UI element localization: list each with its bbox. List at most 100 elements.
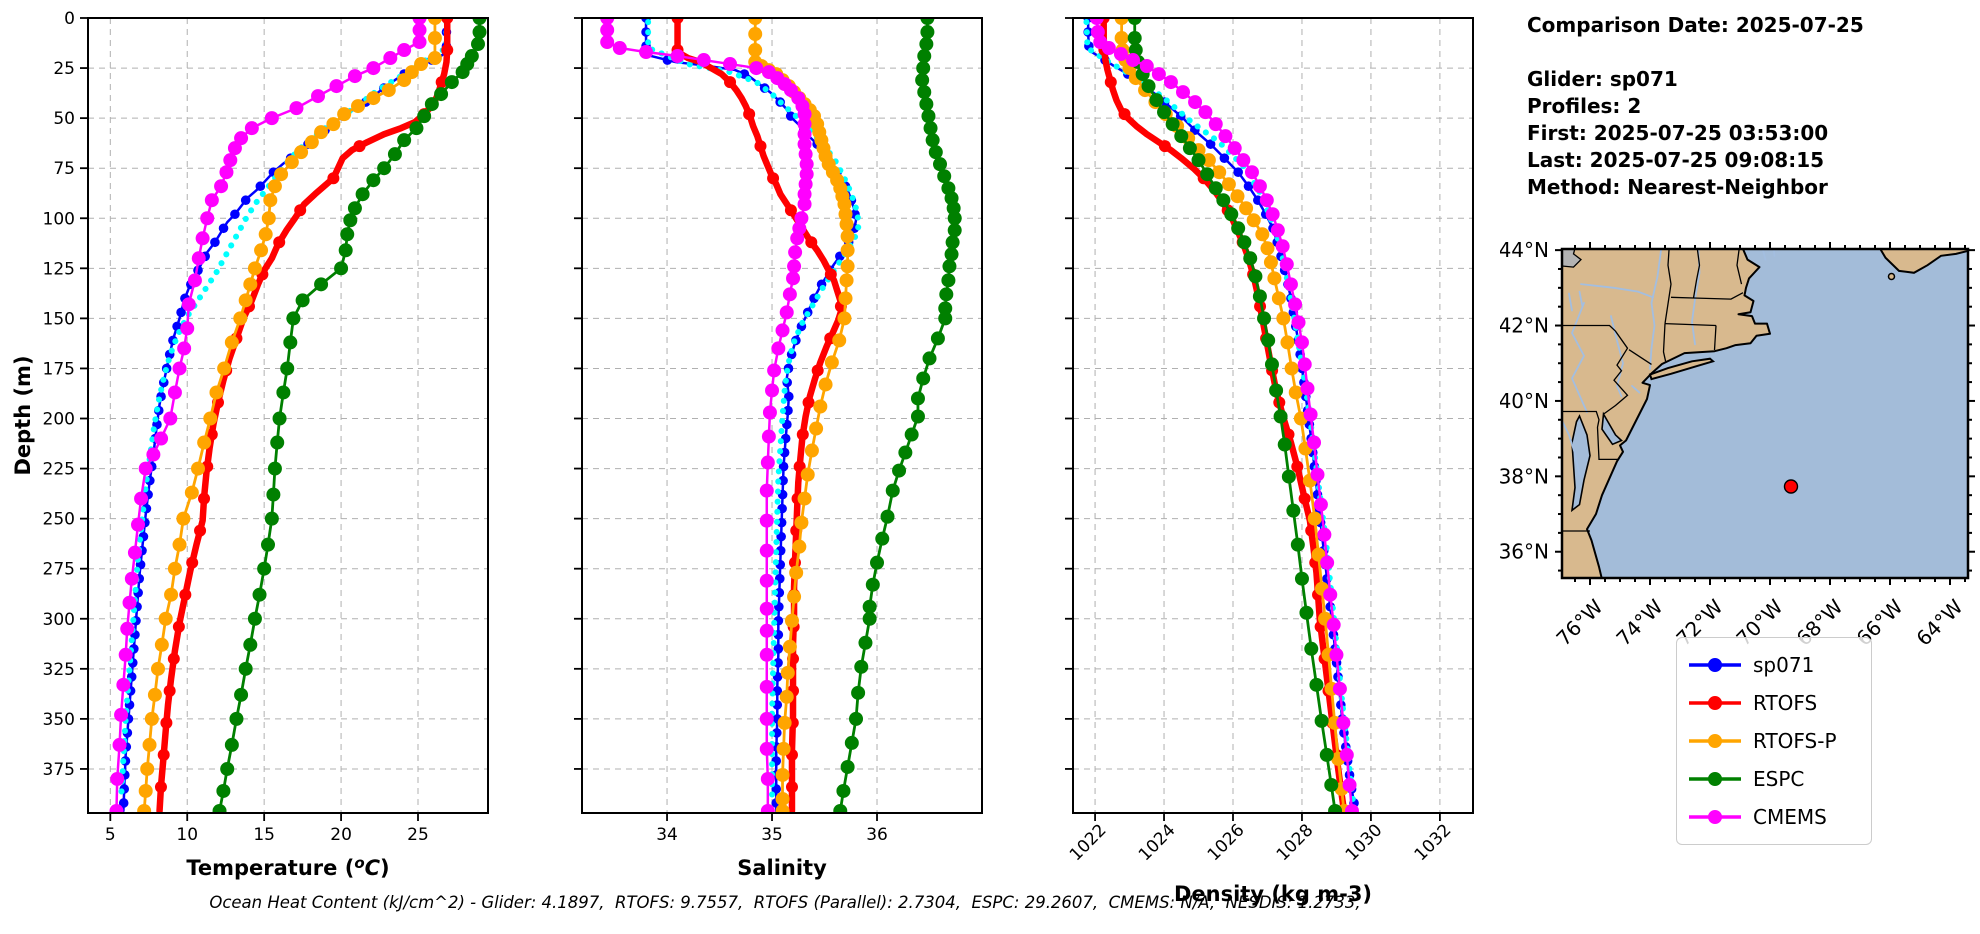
legend-line-icon (1689, 772, 1741, 786)
legend-item-rtofs-p: RTOFS-P (1687, 722, 1861, 760)
comparison-info-block: Comparison Date: 2025-07-25 Glider: sp07… (1527, 12, 1977, 201)
series-layer (109, 18, 487, 813)
legend-line-icon (1689, 696, 1741, 710)
nova-scotia (1879, 249, 1968, 274)
chesapeake-bay (1570, 414, 1591, 513)
depth-tick-label: 300 (43, 610, 75, 630)
depth-tick-label: 250 (43, 510, 75, 530)
gridlines (1073, 18, 1473, 813)
lat-label: 38°N (1500, 464, 1549, 488)
depth-tick-label: 200 (43, 410, 75, 430)
depth-tick-label: 175 (43, 359, 75, 379)
y-axis-ticks: 0 25 50 75 100 125 150 175 200 225 250 275 300 325 350… (43, 9, 88, 780)
method: Method: Nearest-Neighbor (1527, 175, 1828, 199)
plot-frame (1072, 17, 1474, 814)
rivers (1562, 249, 1776, 476)
series-sp071 (641, 18, 860, 813)
depth-tick-label: 375 (43, 760, 75, 780)
legend-line-icon (1689, 810, 1741, 824)
legend: sp071 RTOFS RTOFS-P ESPC CMEMS (1676, 637, 1872, 845)
salinity-profile-plot: 34 35 36 Salinity (574, 17, 983, 880)
map-ticks (1555, 242, 1975, 585)
series-ESPC (833, 18, 962, 813)
depth-tick-label: 275 (43, 560, 75, 580)
x-tick-label: 1028 (1273, 820, 1318, 865)
island (1887, 272, 1896, 281)
last-profile-time: Last: 2025-07-25 09:08:15 (1527, 148, 1825, 172)
x-axis-ticks: 34 35 36 (656, 813, 888, 845)
legend-line-icon (1689, 734, 1741, 748)
glider-id: Glider: sp071 (1527, 67, 1678, 91)
x-tick-label: 10 (176, 825, 198, 845)
x-tick-label: 25 (407, 825, 429, 845)
x-tick-label: 1032 (1411, 820, 1456, 865)
lon-label: 74°W (1611, 594, 1667, 650)
y-axis-ticks (1065, 17, 1073, 770)
lat-label: 44°N (1500, 238, 1549, 262)
series-RTOFS (154, 18, 454, 813)
lon-label: 64°W (1911, 594, 1967, 650)
series-ESPC (212, 18, 487, 813)
legend-item-espc: ESPC (1687, 760, 1861, 798)
map-lat-labels: 44°N 42°N 40°N 38°N 36°N (1500, 238, 1549, 564)
x-tick-label: 1030 (1342, 820, 1387, 865)
plot-frame (87, 17, 489, 814)
depth-tick-label: 225 (43, 460, 75, 480)
depth-tick-label: 0 (64, 9, 75, 29)
temperature-profile-plot: 5 10 15 20 250255075100125150175200225250275… (11, 9, 489, 880)
lat-label: 40°N (1500, 389, 1549, 413)
gridlines (88, 18, 488, 813)
density-profile-plot: 1022 1024 1026 1028 1030 1032 Density (kg m-3) (1065, 17, 1474, 906)
first-profile-time: First: 2025-07-25 03:53:00 (1527, 121, 1829, 145)
x-tick-label: 15 (253, 825, 275, 845)
depth-tick-label: 50 (53, 109, 75, 129)
lat-label: 36°N (1500, 540, 1549, 564)
x-tick-label: 35 (761, 825, 783, 845)
legend-item-sp071: sp071 (1687, 646, 1861, 684)
series-layer (600, 18, 962, 813)
depth-tick-label: 325 (43, 660, 75, 680)
depth-axis-label: Depth (m) (11, 355, 35, 475)
series-ESPC (1127, 18, 1343, 813)
location-map: 44°N42°N40°N38°N36°N76°W 74°W 72°W 70°W 68°W… (1500, 238, 1975, 651)
depth-tick-label: 125 (43, 259, 75, 279)
state-borders (1562, 249, 1744, 532)
delaware-bay (1601, 411, 1623, 446)
density-axis-label: Density (kg m-3) (1174, 882, 1372, 906)
long-island (1648, 357, 1716, 381)
x-axis-ticks: 5 10 15 20 25 (105, 813, 429, 845)
depth-tick-label: 350 (43, 710, 75, 730)
comparison-date: Comparison Date: 2025-07-25 (1527, 13, 1864, 37)
lon-label: 76°W (1551, 594, 1607, 650)
x-axis-ticks: 1022 1024 1026 1028 1030 1032 (1066, 813, 1456, 865)
ocean-heat-content-note: Ocean Heat Content (kJ/cm^2) - Glider: 4… (209, 893, 1361, 912)
foreign-land (1562, 249, 1581, 268)
legend-line-icon (1689, 658, 1741, 672)
temperature-axis-label: Temperature (oC) (186, 854, 389, 880)
depth-tick-label: 75 (53, 159, 75, 179)
series-CMEMS (600, 18, 814, 813)
plot-frame (581, 17, 983, 814)
depth-tick-label: 100 (43, 209, 75, 229)
map-frame (1560, 247, 1970, 580)
salinity-axis-label: Salinity (737, 856, 827, 880)
legend-item-rtofs: RTOFS (1687, 684, 1861, 722)
x-tick-label: 34 (656, 825, 678, 845)
series-layer (1083, 18, 1359, 813)
x-tick-label: 5 (105, 825, 116, 845)
glider-location-marker (1783, 479, 1799, 494)
x-tick-label: 1026 (1204, 820, 1249, 865)
series-CMEMS (1089, 18, 1359, 813)
x-tick-label: 20 (330, 825, 352, 845)
x-tick-label: 1024 (1135, 820, 1180, 865)
x-tick-label: 1022 (1066, 820, 1111, 865)
depth-tick-label: 25 (53, 59, 75, 79)
x-tick-label: 36 (866, 825, 888, 845)
lat-label: 42°N (1500, 314, 1549, 338)
series-CMEMS (109, 18, 427, 813)
info-spacer (1527, 39, 1977, 66)
map-area (1562, 249, 1968, 578)
series-RTOFS-P (137, 18, 442, 813)
